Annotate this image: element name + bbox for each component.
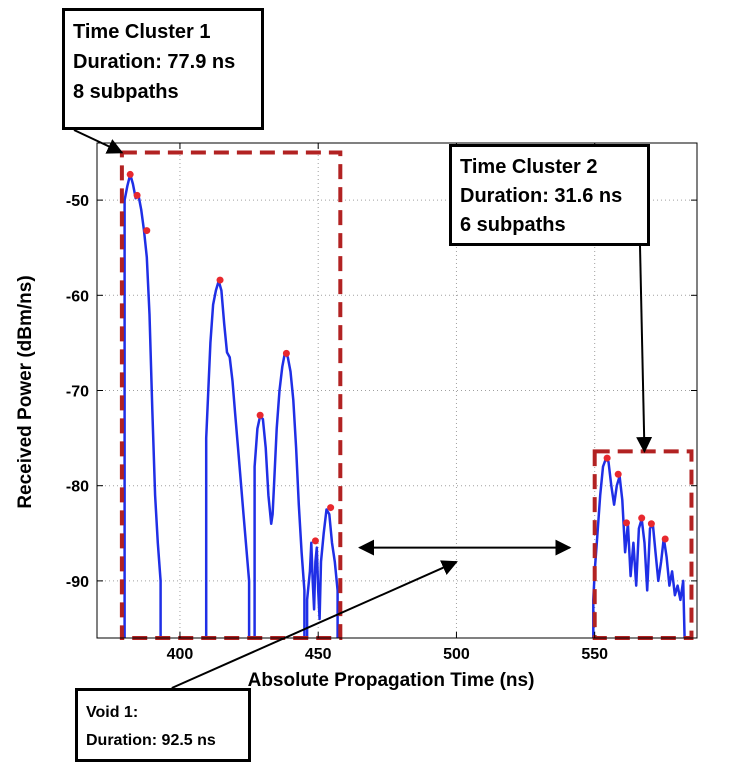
cluster-2-duration: Duration: 31.6 ns: [460, 185, 623, 207]
power-trace-segment: [305, 508, 339, 638]
cluster-1-arrow: [73, 129, 124, 154]
peak-marker: [282, 349, 290, 357]
cluster-1-title: Time Cluster 1: [73, 21, 211, 43]
cluster-1-duration: Duration: 77.9 ns: [73, 51, 236, 73]
cluster-box: [119, 150, 343, 640]
cluster-2-annotation: Time Cluster 2 Duration: 31.6 ns 6 subpa…: [449, 144, 650, 246]
cluster-2-arrow: [636, 245, 653, 454]
power-trace-segment: [123, 173, 162, 638]
cluster-2-title: Time Cluster 2: [460, 156, 598, 178]
peak-marker: [216, 276, 224, 284]
y-tick-label: -60: [66, 288, 89, 305]
peak-marker: [638, 514, 646, 522]
annotation-arrows: [73, 129, 653, 689]
x-tick-label: 500: [443, 646, 470, 663]
peak-marker: [603, 454, 611, 462]
void-1-title: Void 1:: [86, 704, 139, 721]
peak-marker: [327, 504, 335, 512]
y-tick-label: -80: [66, 479, 89, 496]
peak-marker: [143, 227, 151, 235]
y-tick-label: -90: [66, 574, 89, 591]
peak-marker: [622, 519, 630, 527]
peak-markers: [126, 170, 669, 545]
x-tick-label: 450: [305, 646, 332, 663]
peak-marker: [661, 535, 669, 543]
cluster-box: [592, 449, 694, 640]
void-1-arrow: [171, 560, 458, 689]
peak-marker: [133, 191, 141, 199]
x-axis-label: Absolute Propagation Time (ns): [248, 670, 535, 691]
cluster-1-subpaths: 8 subpaths: [73, 81, 179, 103]
peak-marker: [256, 411, 264, 419]
x-tick-label: 550: [581, 646, 608, 663]
peak-marker: [647, 520, 655, 528]
peak-marker: [311, 537, 319, 545]
y-axis-label: Received Power (dBm/ns): [15, 275, 36, 508]
void-1-annotation: Void 1: Duration: 92.5 ns: [75, 688, 251, 762]
void-1-duration: Duration: 92.5 ns: [86, 732, 216, 749]
power-trace-segment: [253, 351, 306, 638]
cluster-1-annotation: Time Cluster 1 Duration: 77.9 ns 8 subpa…: [62, 8, 264, 130]
power-trace-segment: [592, 457, 686, 639]
power-trace-segment: [204, 279, 251, 638]
x-tick-label: 400: [167, 646, 194, 663]
peak-marker: [614, 470, 622, 478]
y-tick-label: -50: [66, 193, 89, 210]
peak-marker: [126, 170, 134, 178]
cluster-2-subpaths: 6 subpaths: [460, 214, 566, 236]
tick-labels: 400 450 500 550 -50 -60 -70 -80 -90: [66, 143, 697, 663]
y-tick-label: -70: [66, 384, 89, 401]
